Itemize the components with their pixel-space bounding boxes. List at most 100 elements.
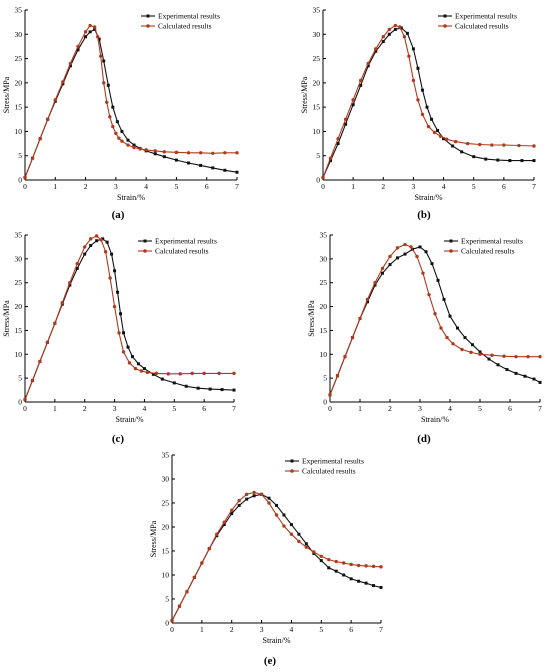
data-point-calculated <box>215 532 219 536</box>
data-point-experimental <box>442 297 446 301</box>
data-point-calculated <box>177 604 182 608</box>
data-point-calculated <box>416 98 420 102</box>
data-point-calculated <box>60 301 65 305</box>
data-point-experimental <box>245 497 249 501</box>
data-point-experimental <box>120 129 124 133</box>
y-tick-label: 20 <box>320 302 328 311</box>
series-line-calculated <box>171 491 382 621</box>
legend-entry: Calculated results <box>155 247 209 256</box>
data-point-calculated <box>45 340 50 345</box>
data-point-calculated <box>351 98 355 102</box>
x-tick-label: 0 <box>23 404 27 413</box>
x-tick-label: 0 <box>170 625 174 634</box>
data-point-experimental <box>351 103 355 107</box>
data-point-calculated <box>114 131 118 136</box>
data-point-calculated <box>517 143 521 148</box>
legend-entry: Calculated results <box>302 467 356 476</box>
x-tick-label: 4 <box>290 625 294 634</box>
x-tick-label: 4 <box>442 182 446 191</box>
data-point-calculated <box>61 80 65 84</box>
data-point-calculated <box>328 393 332 397</box>
panel-label: (e) <box>264 655 277 667</box>
data-point-experimental <box>487 357 491 361</box>
panel-label: (a) <box>112 209 125 221</box>
data-point-calculated <box>478 352 482 356</box>
data-point-calculated <box>358 78 363 83</box>
data-point-calculated <box>112 304 117 309</box>
data-point-experimental <box>329 159 333 163</box>
y-tick-label: 35 <box>15 231 23 240</box>
data-point-calculated <box>336 137 340 141</box>
data-point-calculated <box>453 139 458 144</box>
data-point-experimental <box>471 343 474 347</box>
data-point-calculated <box>381 35 385 39</box>
data-point-experimental <box>538 380 542 384</box>
x-tick-label: 1 <box>53 182 57 191</box>
data-point-calculated <box>343 117 348 121</box>
legend-entry: Experimental results <box>302 457 364 466</box>
data-point-experimental <box>232 388 236 392</box>
data-point-calculated <box>127 361 132 365</box>
data-point-calculated <box>319 554 323 558</box>
data-point-calculated <box>460 347 464 352</box>
legend-entry: Calculated results <box>461 247 515 256</box>
data-point-experimental <box>381 271 384 275</box>
data-point-calculated <box>99 238 103 242</box>
data-point-experimental <box>95 239 99 243</box>
data-point-calculated <box>402 35 407 39</box>
x-tick-label: 7 <box>235 182 239 191</box>
data-point-calculated <box>304 545 309 549</box>
data-point-experimental <box>405 31 409 35</box>
data-point-calculated <box>211 151 215 155</box>
data-point-experimental <box>496 363 500 367</box>
data-point-experimental <box>418 245 422 249</box>
data-point-calculated <box>432 130 437 135</box>
data-point-experimental <box>222 523 226 527</box>
data-point-calculated <box>144 148 148 152</box>
x-axis-label: Strain/% <box>117 193 145 202</box>
data-point-calculated <box>373 281 377 285</box>
x-tick-label: 4 <box>143 404 147 413</box>
data-point-experimental <box>282 513 286 517</box>
x-tick-label: 3 <box>260 625 264 634</box>
x-tick-label: 1 <box>53 404 57 413</box>
x-tick-label: 3 <box>418 404 422 413</box>
data-point-experimental <box>235 170 239 174</box>
x-tick-label: 3 <box>113 404 117 413</box>
data-point-calculated <box>68 61 73 66</box>
data-point-calculated <box>108 115 112 119</box>
data-point-calculated <box>139 369 144 373</box>
data-point-experimental <box>162 155 166 159</box>
x-tick-label: 0 <box>328 404 332 413</box>
data-point-experimental <box>448 314 452 318</box>
data-point-calculated <box>343 354 347 359</box>
data-point-experimental <box>297 532 301 536</box>
data-point-experimental <box>184 384 188 388</box>
y-tick-label: 30 <box>162 475 170 484</box>
x-tick-label: 6 <box>502 182 506 191</box>
legend-marker <box>143 249 147 253</box>
data-point-experimental <box>366 64 370 68</box>
data-point-calculated <box>88 237 93 241</box>
data-point-experimental <box>111 105 115 109</box>
data-point-experimental <box>126 138 130 142</box>
data-point-calculated <box>207 546 212 551</box>
data-point-experimental <box>532 159 536 163</box>
y-tick-label: 15 <box>313 103 321 112</box>
data-point-calculated <box>469 350 473 355</box>
data-point-experimental <box>463 336 467 340</box>
series-line-calculated <box>322 24 535 178</box>
data-point-calculated <box>388 254 392 259</box>
data-point-experimental <box>508 159 512 163</box>
y-tick-label: 0 <box>18 176 22 185</box>
data-point-experimental <box>223 168 227 172</box>
y-tick-label: 30 <box>313 30 321 39</box>
data-point-experimental <box>142 367 146 371</box>
data-point-experimental <box>399 26 403 30</box>
data-point-experimental <box>115 120 119 124</box>
data-point-calculated <box>23 175 27 180</box>
data-point-calculated <box>321 175 325 180</box>
data-point-calculated <box>154 371 159 376</box>
series-line-calculated <box>24 24 237 178</box>
data-point-calculated <box>371 564 376 569</box>
